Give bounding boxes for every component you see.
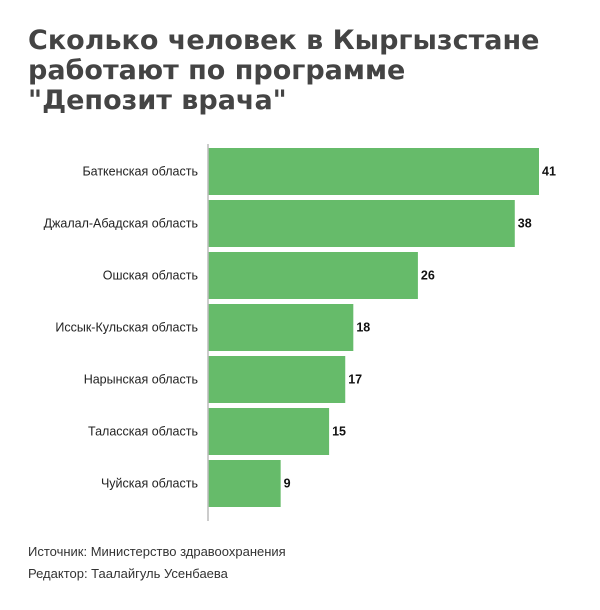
value-label-5: 15 [332,425,346,439]
bar-6 [208,460,281,507]
bars-group [208,148,539,507]
value-label-6: 9 [284,477,291,491]
source-note: Источник: Министерство здравоохранения [28,544,286,559]
editor-note: Редактор: Таалайгуль Усенбаева [28,566,228,581]
value-label-2: 26 [421,269,435,283]
value-label-4: 17 [348,373,362,387]
category-label-0: Баткенская область [82,165,198,179]
bar-1 [208,200,515,247]
category-label-3: Иссык-Кульская область [55,321,198,335]
chart-title: Сколько человек в Кыргызстане работают п… [28,25,540,116]
value-labels: 41 38 26 18 17 15 9 [284,165,556,491]
category-labels: Баткенская область Джалал-Абадская област… [44,165,198,491]
category-label-5: Таласская область [88,425,198,439]
category-label-1: Джалал-Абадская область [44,217,198,231]
bar-2 [208,252,418,299]
category-label-4: Нарынская область [84,373,198,387]
category-label-2: Ошская область [103,269,198,283]
category-label-6: Чуйская область [101,477,198,491]
bar-4 [208,356,346,403]
value-label-1: 38 [518,217,532,231]
bar-3 [208,304,354,351]
value-label-3: 18 [356,321,370,335]
bar-chart: Баткенская область Джалал-Абадская област… [44,144,556,521]
bar-0 [208,148,539,195]
value-label-0: 41 [542,165,556,179]
bar-5 [208,408,330,455]
